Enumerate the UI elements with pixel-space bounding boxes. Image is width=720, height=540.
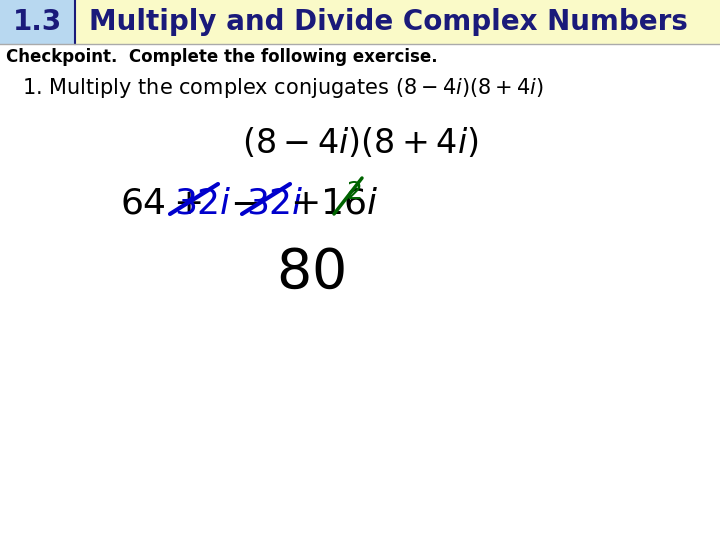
- Text: 1. Multiply the complex conjugates $(8-4i)(8+4i)$: 1. Multiply the complex conjugates $(8-4…: [22, 76, 544, 100]
- Text: $64+$: $64+$: [120, 186, 202, 220]
- Text: Checkpoint.  Complete the following exercise.: Checkpoint. Complete the following exerc…: [6, 48, 438, 66]
- Text: $80$: $80$: [276, 246, 344, 300]
- Text: $32i$: $32i$: [174, 186, 232, 220]
- Text: $+16i$: $+16i$: [290, 186, 378, 220]
- Text: Multiply and Divide Complex Numbers: Multiply and Divide Complex Numbers: [89, 8, 688, 36]
- Bar: [0, 0, 720, 44]
- Bar: [0, 0, 75, 44]
- Text: 1.3: 1.3: [13, 8, 62, 36]
- Text: $\,-\,$: $\,-\,$: [218, 186, 259, 220]
- Text: $2$: $2$: [346, 180, 361, 204]
- Text: $32i$: $32i$: [246, 186, 304, 220]
- Text: $(8-4i)(8+4i)$: $(8-4i)(8+4i)$: [242, 126, 478, 160]
